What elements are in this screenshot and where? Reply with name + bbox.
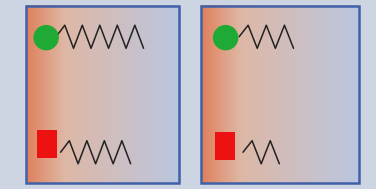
Bar [215,132,235,160]
Ellipse shape [34,26,58,50]
Bar [201,6,359,183]
Bar [37,130,57,158]
Bar [26,6,179,183]
Ellipse shape [214,26,238,50]
